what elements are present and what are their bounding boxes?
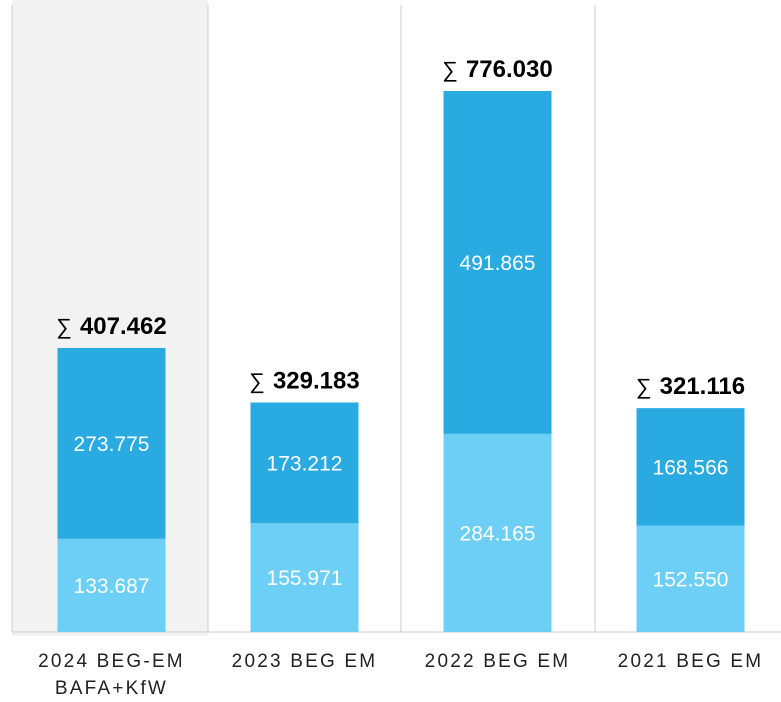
bar-segment <box>57 538 166 632</box>
total-label: ∑ 776.030 <box>442 56 552 83</box>
total-label: ∑ 321.116 <box>636 373 745 400</box>
bar-segment <box>443 91 552 434</box>
total-value: 321.116 <box>660 373 745 400</box>
value-label: 491.865 <box>460 252 536 275</box>
total-symbol: ∑ <box>249 368 265 393</box>
value-label: 168.566 <box>653 456 729 479</box>
total-value: 776.030 <box>466 56 553 83</box>
bar-segment <box>636 525 745 632</box>
value-label: 273.775 <box>74 433 150 456</box>
total-label: ∑ 329.183 <box>249 368 359 395</box>
total-symbol: ∑ <box>636 374 652 399</box>
total-symbol: ∑ <box>56 314 72 339</box>
value-label: 173.212 <box>267 452 343 475</box>
total-symbol: ∑ <box>442 57 458 82</box>
value-label: 284.165 <box>460 522 536 545</box>
bar-segment <box>250 523 359 632</box>
bar-segment <box>636 408 745 526</box>
category-label: 2024 BEG-EM BAFA+KfW <box>38 651 185 699</box>
total-value: 329.183 <box>273 368 360 395</box>
value-label: 155.971 <box>267 567 343 590</box>
category-label: 2021 BEG EM <box>617 651 764 672</box>
category-label: 2022 BEG EM <box>424 651 571 672</box>
value-label: 152.550 <box>653 568 729 591</box>
total-label: ∑ 407.462 <box>56 313 166 340</box>
category-label: 2023 BEG EM <box>231 651 378 672</box>
bar-segment <box>57 347 166 539</box>
bar-segment <box>250 402 359 524</box>
bar-segment <box>443 433 552 632</box>
value-label: 133.687 <box>74 575 150 598</box>
total-value: 407.462 <box>80 313 167 340</box>
